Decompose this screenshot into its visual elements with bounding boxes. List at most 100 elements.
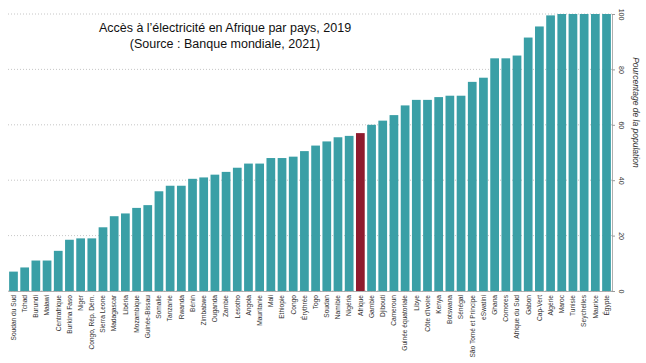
tick: Maroc: [558, 291, 565, 313]
tick-label: Madagascar: [110, 294, 118, 331]
tick-label: Burundi: [32, 294, 39, 317]
tick: Mali: [267, 291, 274, 307]
tick-label: Mozambique: [133, 295, 141, 333]
tick: Libye: [413, 291, 421, 311]
tick-label: Ghana: [491, 295, 498, 315]
bar: [535, 26, 544, 291]
tick-label: Botswana: [446, 295, 453, 324]
tick: Centrafrique: [55, 291, 63, 331]
tick-label: Cap-Vert: [536, 295, 544, 321]
bar: [255, 164, 264, 291]
tick-label: Maroc: [558, 294, 565, 313]
bar: [65, 240, 74, 291]
tick: Comores: [502, 291, 509, 322]
tick: 20: [612, 232, 625, 240]
tick-label: Érythrée: [300, 295, 309, 320]
bar: [311, 146, 320, 291]
tick: Sénégal: [457, 291, 465, 319]
tick: Burundi: [32, 291, 39, 318]
tick: Ouganda: [211, 291, 219, 322]
tick-label: Zambie: [222, 295, 229, 317]
tick: Cameroun: [390, 291, 397, 326]
tick: 0: [612, 290, 625, 294]
tick-label: Mali: [267, 294, 274, 307]
tick: Bénin: [189, 291, 196, 312]
tick-label: Algérie: [547, 295, 555, 316]
tick-label: Angola: [245, 295, 253, 316]
tick: Madagascar: [110, 291, 118, 331]
tick-label: 100: [618, 9, 625, 21]
bar: [199, 177, 208, 291]
bar: [356, 133, 365, 291]
tick-label: Guinée-Bissau: [144, 295, 151, 339]
tick: Maurice: [592, 291, 599, 318]
bar: [423, 100, 432, 291]
tick-label: Bénin: [189, 295, 196, 312]
bar: [479, 78, 488, 291]
tick: Érythrée: [300, 291, 309, 320]
tick-label: Togo: [312, 295, 320, 310]
bar: [31, 261, 40, 291]
tick: Algérie: [547, 291, 555, 316]
tick-label: Zimbabwe: [200, 295, 207, 326]
tick: Namibie: [334, 291, 341, 319]
tick-label: Djibouti: [379, 294, 387, 317]
tick-label: Gambie: [368, 295, 375, 318]
bar: [468, 82, 477, 291]
grid-line: [8, 14, 612, 15]
tick: 80: [612, 66, 625, 74]
y-axis: 0 20 40 60 80 100: [612, 9, 625, 294]
tick: Ghana: [491, 291, 498, 315]
bar: [244, 164, 253, 291]
tick: São Tomé et Principe: [469, 291, 477, 358]
bar: [457, 96, 466, 291]
tick-label: Kenya: [435, 295, 443, 314]
bar: [155, 191, 164, 291]
bar: [20, 267, 29, 291]
bar: [412, 100, 421, 291]
bar: [322, 141, 331, 291]
tick-label: 20: [618, 232, 625, 240]
tick-label: 0: [618, 290, 625, 294]
tick-label: Tchad: [21, 295, 28, 313]
bar: [434, 97, 443, 291]
tick-label: Ethiopie: [278, 295, 286, 319]
bar: [390, 115, 399, 291]
tick-mark: [612, 236, 615, 237]
tick: Botswana: [446, 291, 453, 324]
tick: 40: [612, 177, 625, 185]
tick: 60: [612, 121, 625, 129]
tick-label: Guinée équatoriale: [401, 295, 409, 351]
tick-label: Maurice: [592, 295, 599, 319]
axis-line: [612, 15, 613, 292]
tick-label: 60: [618, 121, 625, 129]
tick-label: Rwanda: [178, 295, 185, 320]
tick: Zimbabwe: [200, 291, 207, 325]
tick: Côte d'Ivoire: [424, 291, 431, 332]
bar: [110, 216, 119, 291]
tick-label: São Tomé et Principe: [469, 295, 477, 358]
bar: [166, 186, 175, 291]
tick: Libéria: [122, 291, 129, 315]
title: Accès à l’électricité en Afrique par pay…: [99, 21, 351, 35]
tick: Togo: [312, 291, 320, 309]
tick-mark: [612, 291, 615, 292]
bar: [233, 168, 242, 291]
bar: [367, 125, 376, 291]
bar: [289, 157, 298, 291]
tick: Niger: [77, 291, 85, 311]
tick-label: Lesotho: [234, 295, 241, 319]
tick-label: Namibie: [334, 295, 341, 320]
bar: [278, 158, 287, 291]
tick: Lesotho: [234, 291, 241, 318]
tick: Zambie: [222, 291, 229, 317]
tick: Ethiopie: [278, 291, 286, 319]
tick: Gambie: [368, 291, 375, 318]
tick-label: Soudan du Sud: [10, 295, 17, 341]
tick-label: Tunisie: [569, 295, 576, 316]
tick: Malawi: [43, 291, 50, 316]
tick: Somalie: [155, 291, 162, 319]
tick-label: Libye: [413, 295, 421, 311]
bar: [557, 14, 566, 291]
grid-line: [8, 235, 612, 236]
